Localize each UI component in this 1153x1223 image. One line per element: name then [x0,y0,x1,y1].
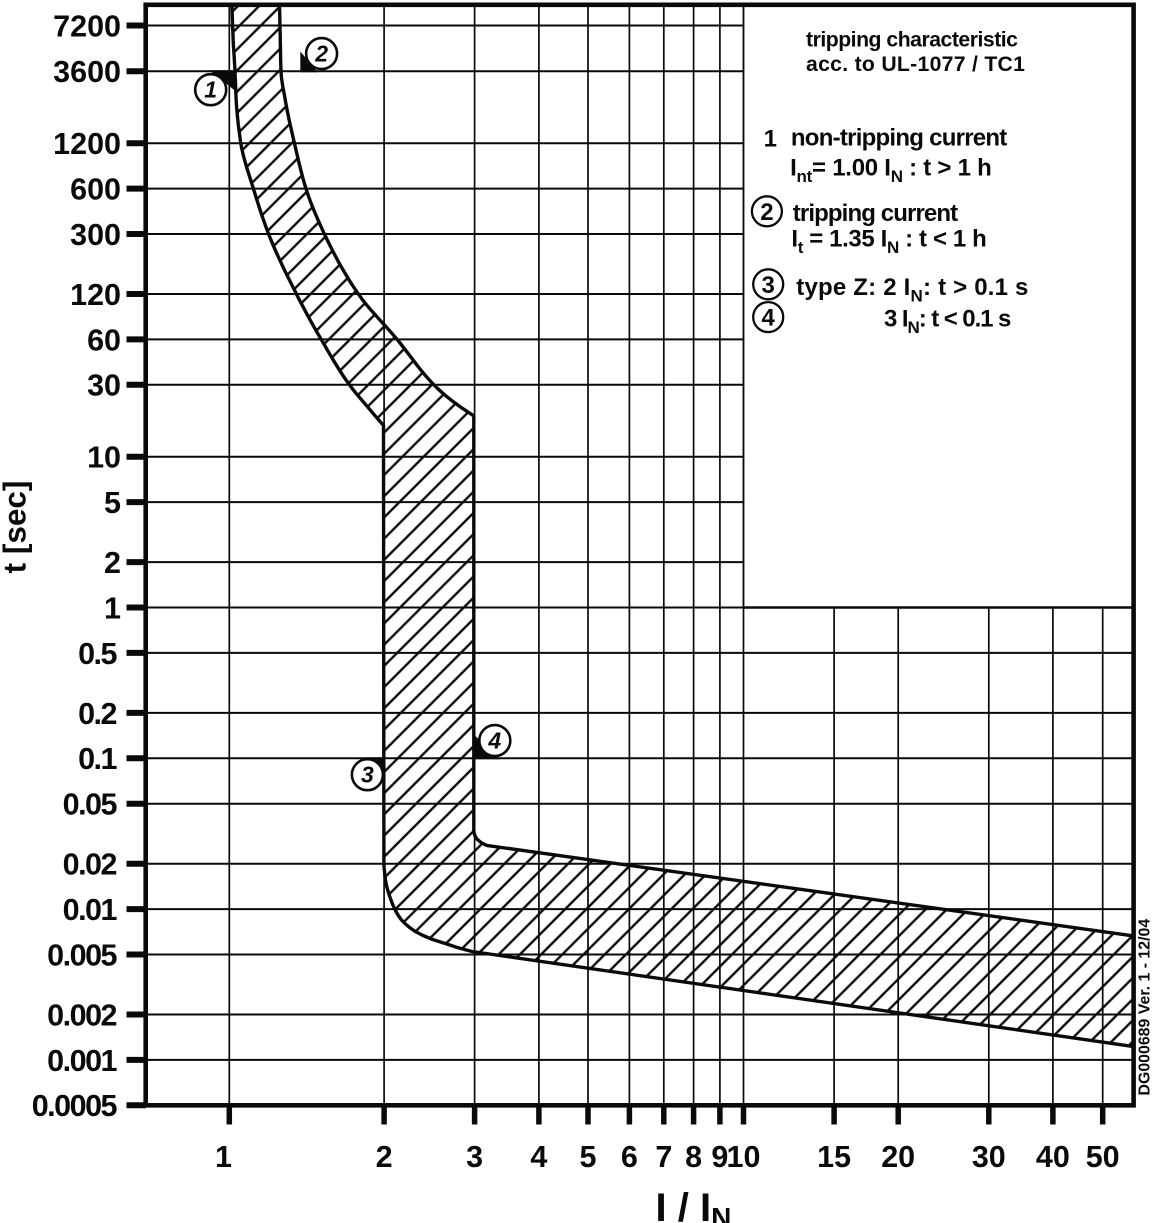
svg-text:1200: 1200 [53,127,121,161]
svg-text:300: 300 [70,218,121,252]
svg-text:120: 120 [70,278,121,312]
svg-text:2: 2 [314,41,328,67]
svg-text:1: 1 [104,591,121,625]
svg-text:2: 2 [104,546,121,580]
svg-text:3: 3 [762,272,775,299]
svg-text:60: 60 [87,323,121,357]
svg-text:30: 30 [972,1140,1006,1174]
svg-text:0.5: 0.5 [78,637,117,671]
svg-text:9: 9 [711,1140,728,1174]
svg-text:2: 2 [376,1140,393,1174]
svg-text:non-tripping current: non-tripping current [791,125,1007,152]
svg-text:t [sec]: t [sec] [0,481,32,574]
svg-text:0.0005: 0.0005 [32,1089,118,1123]
svg-text:DG000689 Ver. 1 - 12/04: DG000689 Ver. 1 - 12/04 [1136,919,1153,1096]
svg-text:0.2: 0.2 [78,697,116,731]
svg-text:20: 20 [881,1140,915,1174]
svg-text:3: 3 [361,762,374,788]
svg-text:0.005: 0.005 [47,938,117,972]
svg-text:tripping current: tripping current [793,200,958,227]
svg-text:5: 5 [580,1140,597,1174]
svg-text:3600: 3600 [53,55,121,89]
svg-text:0.002: 0.002 [47,998,116,1032]
svg-text:tripping characteristic: tripping characteristic [806,29,1018,52]
svg-text:acc. to UL-1077 / TC1: acc. to UL-1077 / TC1 [806,53,1025,76]
svg-text:0.1: 0.1 [78,742,117,776]
svg-text:1: 1 [764,125,777,152]
svg-text:30: 30 [87,369,121,403]
svg-text:0.001: 0.001 [47,1044,117,1078]
svg-text:8: 8 [685,1140,702,1174]
svg-text:4: 4 [487,728,501,754]
svg-text:0.05: 0.05 [63,788,118,822]
svg-text:0.02: 0.02 [63,848,117,882]
svg-text:3: 3 [466,1140,483,1174]
svg-text:5: 5 [104,486,121,520]
svg-text:50: 50 [1086,1140,1120,1174]
svg-text:15: 15 [817,1140,851,1174]
svg-text:3 IN​: t < 0.1 s: 3 IN​: t < 0.1 s [884,306,1011,338]
svg-text:600: 600 [70,173,121,207]
svg-text:0.01: 0.01 [63,893,118,927]
svg-text:1: 1 [204,77,217,103]
svg-text:2: 2 [760,199,773,226]
svg-text:4: 4 [762,305,776,332]
svg-text:6: 6 [621,1140,638,1174]
svg-text:1: 1 [215,1140,232,1174]
svg-text:7200: 7200 [53,9,121,43]
svg-text:40: 40 [1036,1140,1070,1174]
svg-text:10: 10 [87,441,121,475]
svg-text:4: 4 [530,1140,547,1174]
svg-text:10: 10 [727,1140,761,1174]
svg-text:7: 7 [655,1140,672,1174]
